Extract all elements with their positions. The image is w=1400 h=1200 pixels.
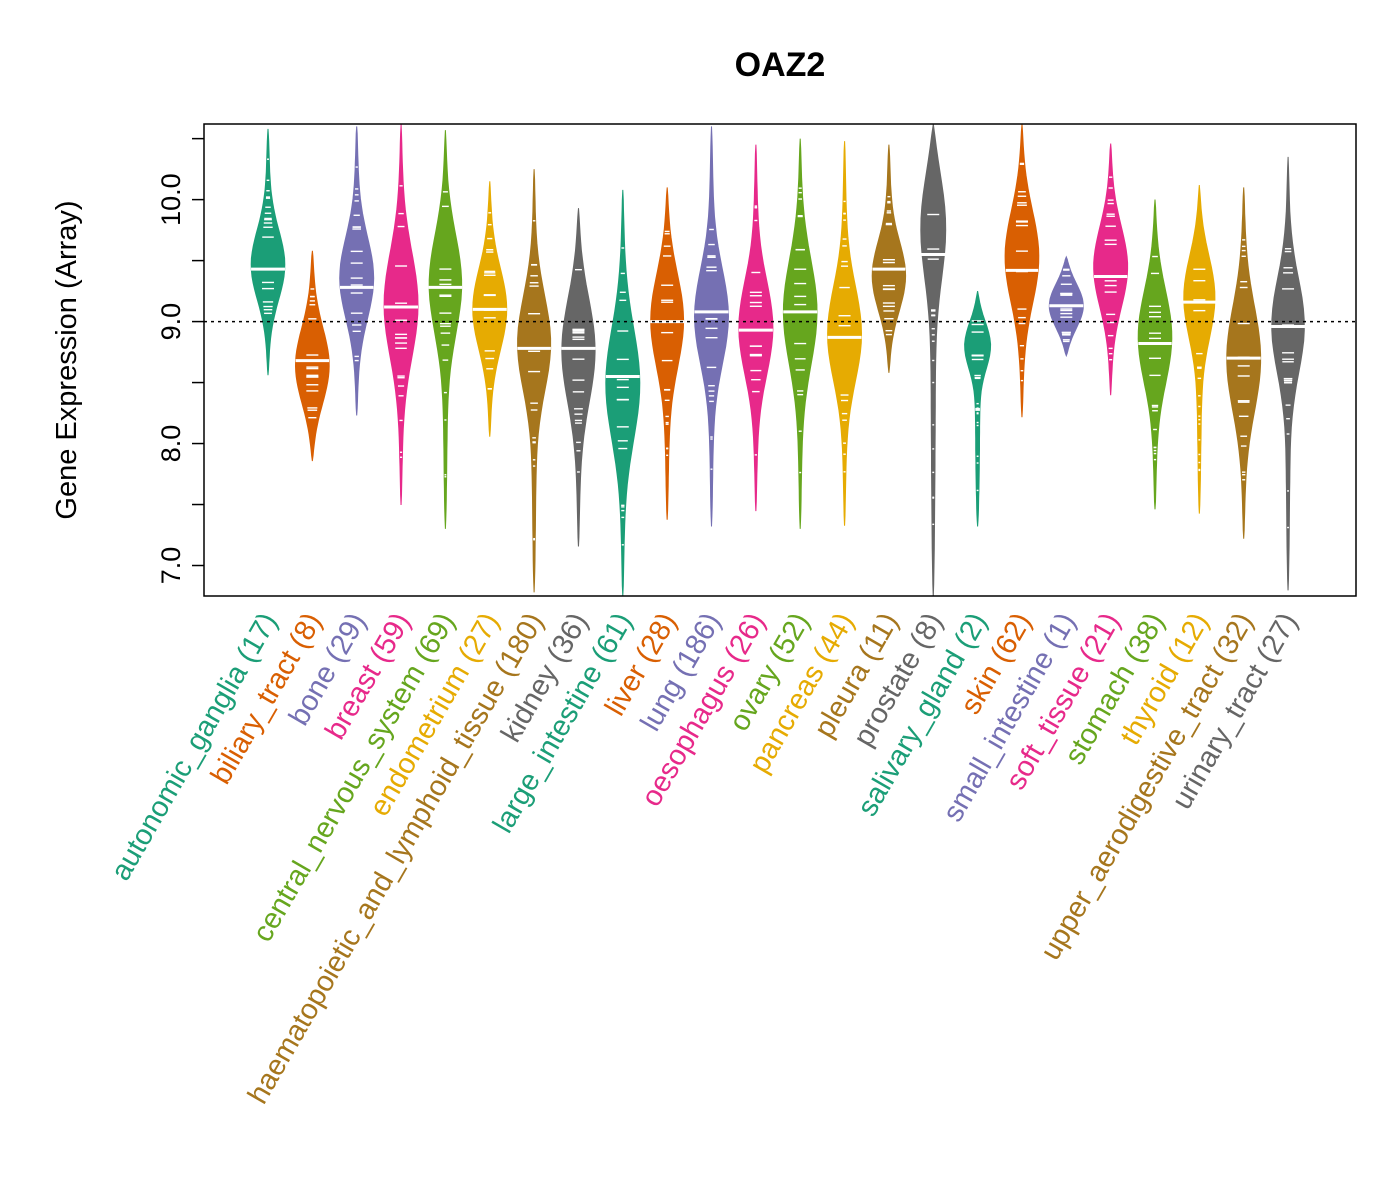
y-axis: 7.0 8.0 9.0 10.0 — [156, 137, 204, 585]
violin-autonomic_ganglia — [250, 128, 286, 376]
violin-liver — [650, 187, 685, 520]
violin-bone — [339, 126, 375, 416]
violin-pancreas — [827, 141, 863, 526]
violin-haematopoietic_and_lymphoid_tissue — [517, 169, 552, 593]
violin-oesophagus — [738, 144, 774, 512]
category-count: (27) — [1247, 608, 1305, 676]
violin-central_nervous_system — [428, 130, 463, 529]
violin-pleura — [871, 144, 907, 373]
violin-lung — [693, 126, 730, 527]
violin-soft_tissue — [1093, 143, 1129, 396]
violins-layer — [250, 123, 1305, 597]
plot-frame — [203, 123, 1357, 597]
violin-stomach — [1137, 199, 1173, 510]
y-tick-label: 8.0 — [156, 425, 186, 463]
violin-breast — [383, 123, 419, 505]
violin-large_intestine — [605, 189, 641, 597]
violin-ovary — [782, 138, 818, 529]
violin-upper_aerodigestive_tract — [1226, 187, 1262, 539]
y-tick-label: 7.0 — [156, 547, 186, 585]
y-axis-label: Gene Expression (Array) — [51, 200, 83, 519]
y-tick-label: 9.0 — [156, 303, 186, 341]
y-tick-label: 10.0 — [156, 173, 186, 226]
violin-kidney — [561, 208, 596, 547]
x-axis-category-labels: autonomic_ganglia (17)biliary_tract (8)b… — [105, 608, 1304, 1110]
chart-title: OAZ2 — [735, 46, 826, 84]
violin-thyroid — [1183, 184, 1216, 514]
violin-urinary_tract — [1271, 156, 1305, 591]
